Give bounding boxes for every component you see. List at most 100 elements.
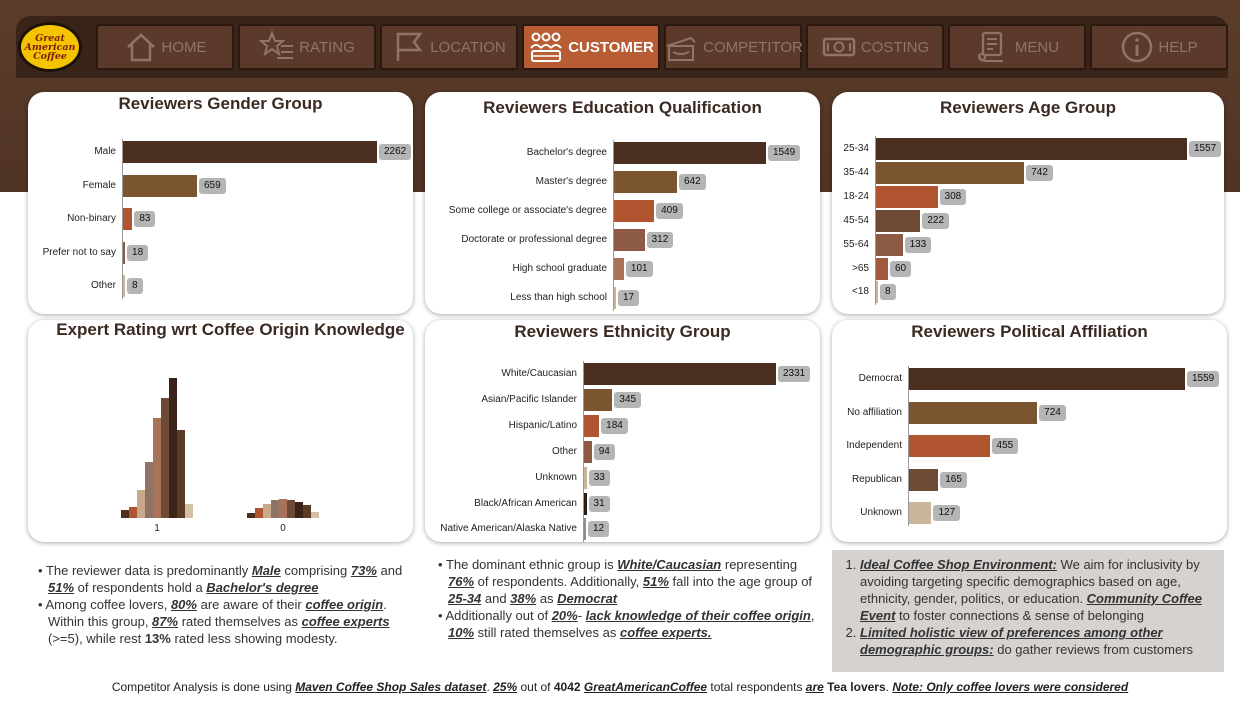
bar[interactable]	[584, 492, 587, 515]
insight-item: • The reviewer data is predominantly Mal…	[38, 562, 424, 596]
grouped-bar[interactable]	[279, 498, 287, 518]
highlight-text: coffee origin	[305, 597, 384, 612]
bar[interactable]	[876, 281, 878, 304]
nav-button-home[interactable]: HOME	[96, 24, 234, 70]
bar[interactable]	[584, 440, 592, 463]
grouped-bar[interactable]	[161, 398, 169, 518]
bold-text: 4042	[553, 680, 581, 694]
insights-list: • The reviewer data is predominantly Mal…	[36, 562, 424, 647]
bar[interactable]	[584, 466, 587, 489]
nav-label: RATING	[299, 38, 355, 56]
bar-value-label: 409	[656, 203, 683, 219]
menu-icon	[975, 30, 1015, 64]
grouped-bar[interactable]	[177, 430, 185, 518]
grouped-bar[interactable]	[311, 511, 319, 518]
bar[interactable]	[909, 502, 932, 524]
nav-button-help[interactable]: HELP	[1090, 24, 1228, 70]
insights-column-3: Ideal Coffee Shop Environment: We aim fo…	[832, 550, 1224, 672]
grouped-bar[interactable]	[303, 505, 311, 518]
bar-value-label: 345	[614, 391, 642, 408]
bar-category-label: Female	[82, 179, 116, 191]
nav-button-rating[interactable]: RATING	[238, 24, 376, 70]
bar[interactable]	[614, 171, 677, 193]
bar[interactable]	[876, 257, 888, 280]
grouped-bar[interactable]	[295, 502, 303, 518]
grouped-bar[interactable]	[271, 500, 279, 518]
gender-chart-title: Reviewers Gender Group	[118, 94, 323, 113]
star-list-icon	[259, 30, 299, 64]
bar-category-label: >65	[852, 262, 869, 274]
bar[interactable]	[614, 258, 624, 280]
nav-button-competitor[interactable]: COMPETITOR	[664, 24, 803, 70]
education-chart-title: Reviewers Education Qualification	[483, 98, 762, 117]
nav-button-costing[interactable]: COSTING	[806, 24, 944, 70]
grouped-bar[interactable]	[247, 513, 255, 518]
highlight-text: Bachelor's degree	[206, 580, 319, 595]
nav-label: COSTING	[860, 38, 930, 56]
plain-text: The dominant ethnic group is	[445, 557, 618, 572]
bar[interactable]	[876, 161, 1025, 184]
bar-category-label: 45-54	[843, 214, 869, 226]
bar[interactable]	[909, 468, 939, 491]
bar[interactable]	[909, 401, 1038, 424]
bar-category-label: 55-64	[843, 238, 869, 250]
highlight-text: 76%	[448, 574, 475, 589]
bold-text: 13%	[144, 631, 171, 646]
brand-logo[interactable]: Great American Coffee	[18, 22, 82, 72]
grouped-bar[interactable]	[145, 462, 153, 518]
highlight-text: coffee experts	[301, 614, 390, 629]
bar[interactable]	[123, 241, 126, 264]
plain-text: to foster connections & sense of belongi…	[895, 608, 1145, 623]
highlight-text: Note: Only coffee lovers were considered	[892, 680, 1129, 694]
nav-button-customer[interactable]: CUSTOMER	[522, 24, 660, 70]
bar[interactable]	[876, 138, 1187, 160]
bar[interactable]	[123, 208, 133, 230]
bar[interactable]	[909, 435, 990, 457]
plain-text: comprising	[280, 563, 351, 578]
highlight-text: GreatAmericanCoffee	[583, 680, 708, 694]
bar-value-label: 1559	[1187, 371, 1220, 387]
plain-text: and	[481, 591, 511, 606]
grouped-bar[interactable]	[129, 506, 137, 518]
bar-value-label: 308	[939, 188, 967, 205]
plain-text: of respondents hold a	[74, 580, 207, 595]
bar-category-label: Asian/Pacific Islander	[481, 393, 577, 405]
bar[interactable]	[876, 209, 921, 232]
bar[interactable]	[614, 200, 655, 222]
bar-category-label: Some college or associate's degree	[448, 205, 607, 216]
nav-label: HELP	[1158, 38, 1198, 56]
grouped-bar[interactable]	[153, 418, 161, 518]
bar[interactable]	[614, 142, 766, 164]
bar[interactable]	[614, 229, 645, 251]
bar[interactable]	[614, 287, 616, 309]
bar[interactable]	[123, 174, 197, 197]
grouped-bar[interactable]	[121, 510, 129, 518]
bar[interactable]	[909, 368, 1185, 390]
highlight-text: 51%	[48, 580, 75, 595]
bar[interactable]	[123, 275, 125, 297]
grouped-bar[interactable]	[255, 508, 263, 518]
grouped-bar[interactable]	[137, 490, 145, 518]
bar-value-label: 8	[880, 284, 896, 301]
nav-button-menu[interactable]: MENU	[948, 24, 1086, 70]
bar[interactable]	[584, 414, 600, 437]
nav-button-location[interactable]: LOCATION	[380, 24, 518, 70]
grouped-bar[interactable]	[287, 500, 295, 518]
grouped-bar[interactable]	[185, 503, 193, 518]
bar[interactable]	[876, 185, 938, 208]
chart-axis	[908, 366, 909, 526]
highlight-text: 10%	[448, 625, 475, 640]
logo-text-1: Great	[35, 32, 65, 44]
bar[interactable]	[123, 141, 377, 163]
bar[interactable]	[584, 363, 776, 385]
grouped-bar[interactable]	[169, 378, 177, 518]
grouped-bar[interactable]	[263, 503, 271, 518]
plain-text: ,	[810, 608, 815, 623]
bar[interactable]	[584, 518, 586, 541]
bar-value-label: 165	[940, 471, 967, 488]
bar[interactable]	[584, 388, 613, 411]
bar-category-label: Hispanic/Latino	[508, 419, 577, 431]
bar-value-label: 642	[678, 174, 706, 190]
bar[interactable]	[876, 233, 903, 256]
plain-text: (>=5), while rest	[48, 631, 145, 646]
